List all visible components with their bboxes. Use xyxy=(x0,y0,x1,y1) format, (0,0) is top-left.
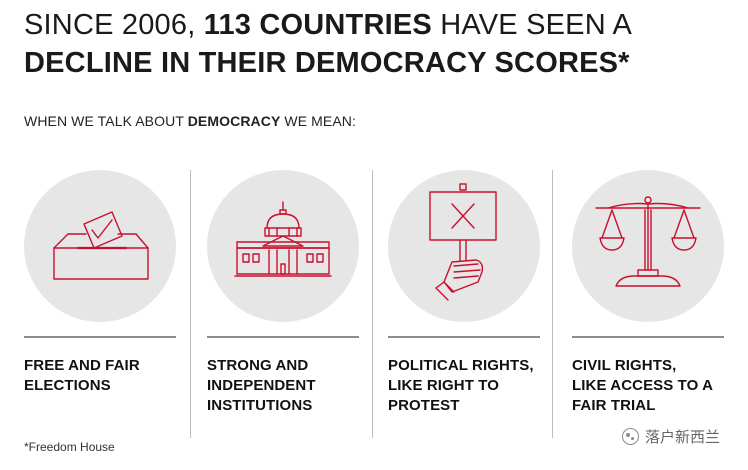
divider-line xyxy=(388,336,540,338)
watermark: 落户新西兰 xyxy=(621,426,720,447)
headline-line-2: DECLINE IN THEIR DEMOCRACY SCORES* xyxy=(24,47,630,79)
source-footnote: *Freedom House xyxy=(24,440,115,454)
icon-circle xyxy=(572,170,724,322)
pillar-label: POLITICAL RIGHTS, LIKE RIGHT TO PROTEST xyxy=(388,357,534,414)
column-separator xyxy=(552,170,553,438)
democracy-keyword: DEMOCRACY xyxy=(187,113,281,129)
icon-circle xyxy=(388,170,540,322)
divider-line xyxy=(24,336,176,338)
pillar-civil-rights: CIVIL RIGHTS, LIKE ACCESS TO A FAIR TRIA… xyxy=(572,170,724,438)
wechat-icon xyxy=(621,428,639,445)
divider-line xyxy=(572,336,724,338)
protest-sign-icon xyxy=(429,183,497,301)
column-separator xyxy=(190,170,191,438)
pillar-strong-institutions: STRONG AND INDEPENDENT INSTITUTIONS xyxy=(207,170,359,438)
ballot-box-icon xyxy=(53,211,149,280)
divider-line xyxy=(207,336,359,338)
headline: SINCE 2006, 113 COUNTRIES HAVE SEEN A DE… xyxy=(24,6,724,82)
icon-circle xyxy=(207,170,359,322)
column-separator xyxy=(372,170,373,438)
pillar-free-elections: FREE AND FAIR ELECTIONS xyxy=(24,170,176,438)
pillar-label: FREE AND FAIR ELECTIONS xyxy=(24,357,140,394)
icon-circle xyxy=(24,170,176,322)
pillar-political-rights: POLITICAL RIGHTS, LIKE RIGHT TO PROTEST xyxy=(388,170,540,438)
pillar-label: CIVIL RIGHTS, LIKE ACCESS TO A FAIR TRIA… xyxy=(572,357,714,414)
headline-line-1: SINCE 2006, 113 COUNTRIES HAVE SEEN A xyxy=(24,9,633,41)
country-count: 113 COUNTRIES xyxy=(203,9,432,41)
pillar-label: STRONG AND INDEPENDENT INSTITUTIONS xyxy=(207,357,316,414)
scales-of-justice-icon xyxy=(595,196,701,287)
capitol-building-icon xyxy=(234,201,332,277)
intro-text: WHEN WE TALK ABOUT DEMOCRACY WE MEAN: xyxy=(24,113,356,129)
